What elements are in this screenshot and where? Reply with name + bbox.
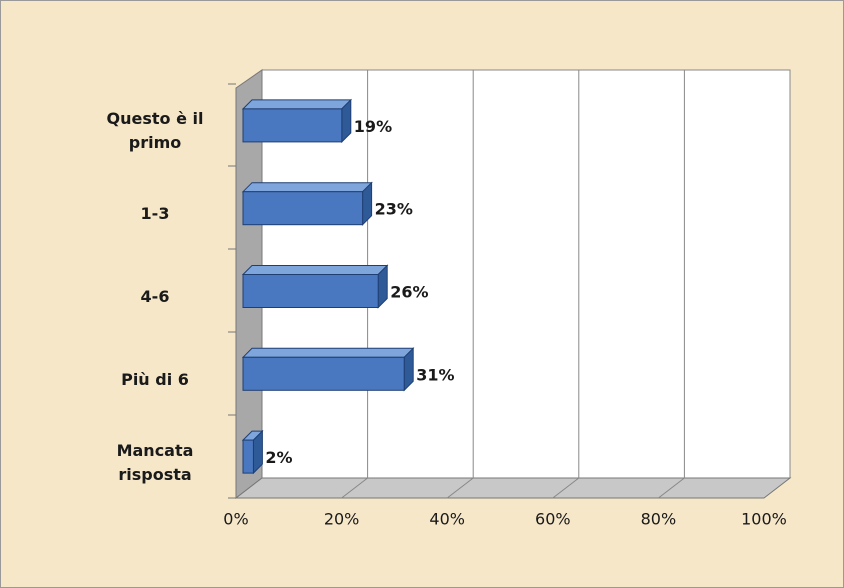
y-tick-label: 4-6 [140, 287, 170, 306]
y-tick-label: 1-3 [140, 204, 170, 224]
y-tick-label: Mancata risposta [116, 440, 194, 484]
floor-grid-line [446, 477, 474, 499]
data-label: 23% [375, 200, 413, 219]
data-label: 19% [354, 117, 392, 136]
floor-grid-line [552, 477, 580, 499]
bar [242, 274, 379, 308]
x-tick-label: 20% [324, 510, 360, 529]
bar [242, 356, 405, 391]
x-tick-label: 80% [641, 510, 677, 529]
bar-top [241, 265, 389, 275]
floor-grid-line [658, 477, 685, 499]
data-label: 2% [265, 448, 292, 467]
floor [234, 477, 792, 499]
x-tick-label: 100% [741, 510, 787, 529]
bar-top [241, 347, 415, 358]
x-tick-label: 60% [535, 510, 571, 529]
bar [242, 191, 364, 226]
axis-ticks [228, 83, 236, 499]
floor-grid-line [341, 477, 368, 499]
bar-top [241, 99, 353, 110]
bar [242, 439, 254, 474]
data-label: 26% [390, 283, 428, 302]
bar-top [241, 182, 373, 193]
x-tick-label: 0% [223, 510, 248, 529]
x-tick-label: 40% [429, 510, 465, 529]
bar [242, 108, 343, 143]
y-tick-label: Questo è il primo [106, 109, 204, 153]
data-label: 31% [416, 365, 454, 384]
y-tick-label: Più di 6 [121, 369, 189, 389]
